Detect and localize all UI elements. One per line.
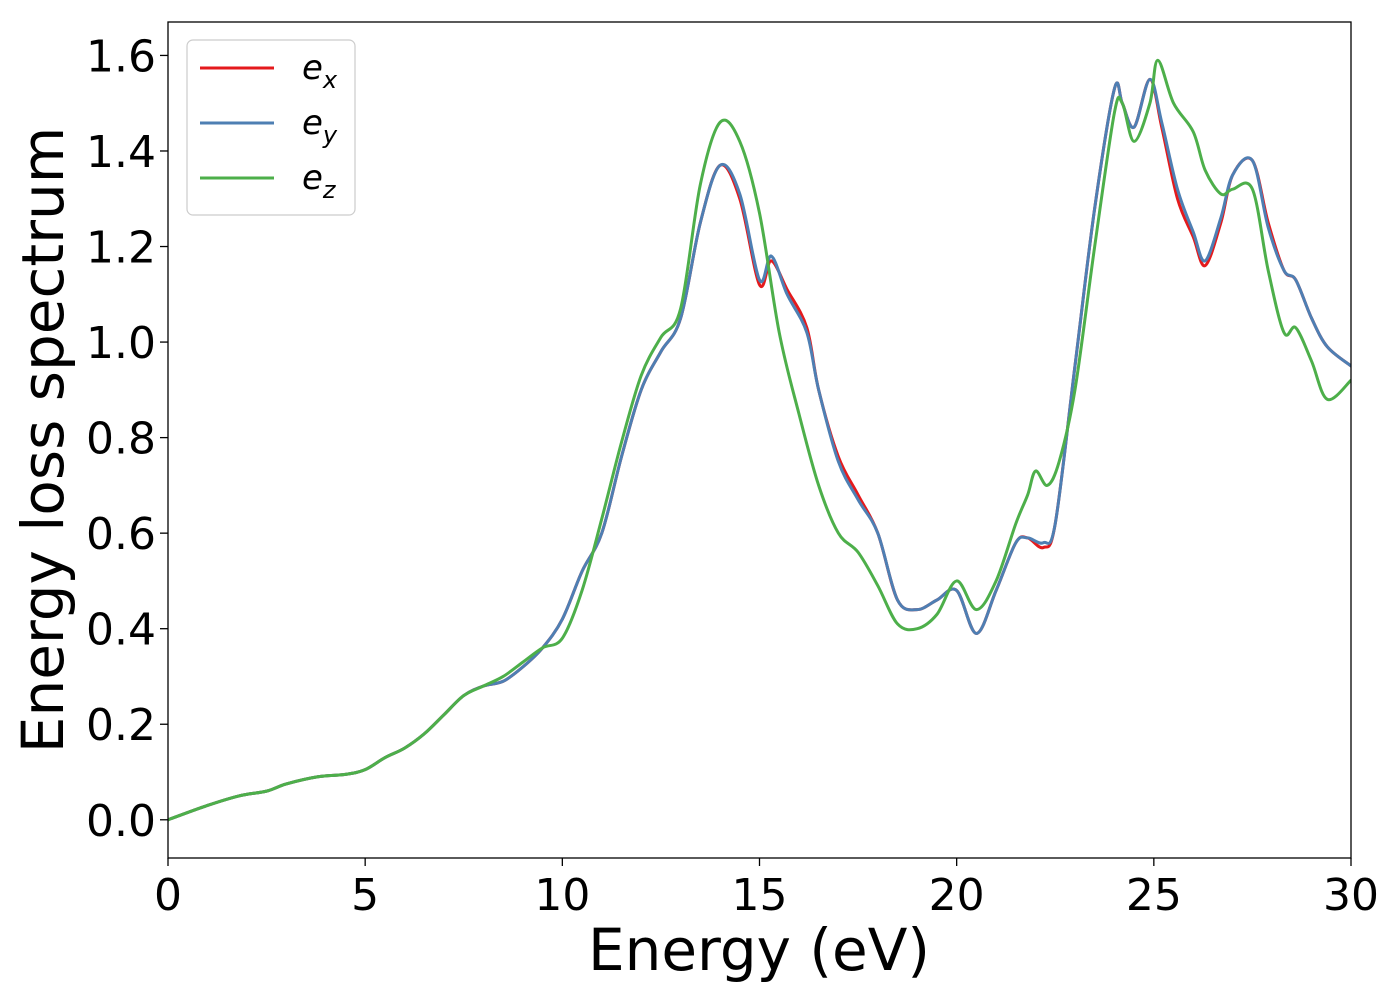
x-axis-label: Energy (eV)	[588, 916, 930, 984]
y-tick-label: 1.4	[86, 127, 156, 178]
y-tick-label: 1.2	[86, 223, 156, 274]
series-line-z	[168, 58, 1351, 822]
y-tick-label: 0.8	[86, 414, 156, 465]
y-tick-label: 0.4	[86, 605, 156, 656]
legend-box	[186, 39, 356, 216]
legend-label-y: ey	[302, 103, 338, 149]
legend-label-sub: y	[322, 121, 338, 149]
legend-label-base: e	[302, 103, 323, 143]
legend-label-sub: z	[322, 176, 337, 204]
x-tick-label: 30	[1323, 870, 1379, 921]
x-tick-label: 0	[154, 870, 182, 921]
y-tick-label: 1.0	[86, 318, 156, 369]
legend-label-base: e	[302, 158, 323, 198]
legend-label-x: ex	[302, 48, 338, 94]
legend-label-sub: x	[322, 66, 338, 94]
y-tick-label: 0.0	[86, 796, 156, 847]
y-tick-label: 1.6	[86, 31, 156, 82]
y-axis: 0.0 0.2 0.4 0.6 0.8 1.0 1.2 1.4 1.6	[86, 31, 168, 847]
x-tick-label: 15	[732, 870, 788, 921]
x-tick-label: 25	[1126, 870, 1182, 921]
x-tick-label: 5	[351, 870, 379, 921]
series-layer	[168, 58, 1351, 822]
x-tick-label: 10	[534, 870, 590, 921]
y-axis-label: Energy loss spectrum	[9, 127, 77, 753]
x-tick-label: 20	[929, 870, 985, 921]
y-tick-label: 0.6	[86, 509, 156, 560]
x-axis: 0 5 10 15 20 25 30	[154, 858, 1379, 921]
y-tick-label: 0.2	[86, 700, 156, 751]
legend-label-z: ez	[302, 158, 337, 204]
legend-label-base: e	[302, 48, 323, 88]
